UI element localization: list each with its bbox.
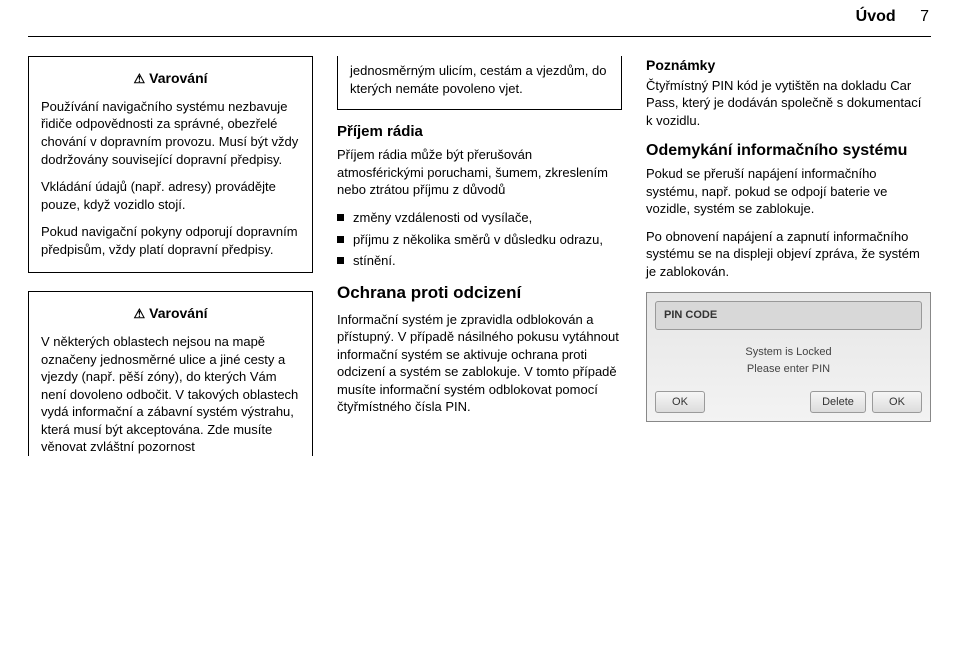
page-header: Úvod 7: [856, 6, 929, 28]
header-title: Úvod: [856, 8, 896, 25]
pin-ok2-button[interactable]: OK: [872, 391, 922, 414]
header-page-number: 7: [920, 8, 929, 25]
warning-icon: ⚠: [133, 306, 145, 321]
pin-buttons: OK Delete OK: [655, 391, 922, 414]
warning-1-p1: Používání navigačního systému nezbavuje …: [41, 98, 300, 168]
warning-1-label: Varování: [149, 70, 207, 86]
pin-title: PIN CODE: [655, 301, 922, 330]
pin-line-1: System is Locked: [655, 344, 922, 361]
radio-bullet-1: změny vzdálenosti od vysílače,: [337, 209, 622, 227]
warning-box-2: ⚠ Varování V některých oblastech nejsou n…: [28, 291, 313, 456]
pin-delete-button[interactable]: Delete: [810, 391, 866, 414]
warning-2-title: ⚠ Varování: [41, 304, 300, 323]
radio-bullet-2: příjmu z několika směrů v důsledku odraz…: [337, 231, 622, 249]
pin-body: System is Locked Please enter PIN: [655, 344, 922, 377]
warning-icon: ⚠: [133, 71, 145, 86]
unlock-paragraph-2: Po obnovení napájení a zapnutí informačn…: [646, 228, 931, 281]
warning-1-p2: Vkládání údajů (např. adresy) provádějte…: [41, 178, 300, 213]
pin-screenshot: PIN CODE System is Locked Please enter P…: [646, 292, 931, 422]
radio-bullet-3: stínění.: [337, 252, 622, 270]
warning-box-1: ⚠ Varování Používání navigačního systému …: [28, 56, 313, 273]
theft-heading: Ochrana proti odcizení: [337, 282, 622, 305]
warning-1-title: ⚠ Varování: [41, 69, 300, 88]
notes-heading: Poznámky: [646, 56, 931, 75]
pin-ok-button[interactable]: OK: [655, 391, 705, 414]
column-3: Poznámky Čtyřmístný PIN kód je vytištěn …: [646, 56, 931, 656]
column-2: jednosměrným ulicím, cestám a vjezdům, d…: [337, 56, 622, 656]
unlock-heading: Odemykání informačního systému: [646, 140, 931, 162]
radio-bullets: změny vzdálenosti od vysílače, příjmu z …: [337, 209, 622, 270]
radio-heading: Příjem rádia: [337, 122, 622, 142]
radio-paragraph: Příjem rádia může být přerušován atmosfé…: [337, 146, 622, 199]
warning-fragment-box: jednosměrným ulicím, cestám a vjezdům, d…: [337, 56, 622, 110]
warning-fragment-text: jednosměrným ulicím, cestám a vjezdům, d…: [350, 62, 609, 97]
theft-paragraph: Informační systém je zpravidla odbloková…: [337, 311, 622, 416]
notes-paragraph: Čtyřmístný PIN kód je vytištěn na doklad…: [646, 77, 931, 130]
warning-2-label: Varování: [149, 305, 207, 321]
unlock-paragraph-1: Pokud se přeruší napájení informačního s…: [646, 165, 931, 218]
warning-1-p3: Pokud navigační pokyny odporují dopravní…: [41, 223, 300, 258]
warning-2-p1: V některých oblastech nejsou na mapě ozn…: [41, 333, 300, 456]
pin-line-2: Please enter PIN: [655, 361, 922, 378]
columns: ⚠ Varování Používání navigačního systému …: [28, 56, 931, 656]
column-1: ⚠ Varování Používání navigačního systému …: [28, 56, 313, 656]
header-rule: [28, 36, 931, 37]
